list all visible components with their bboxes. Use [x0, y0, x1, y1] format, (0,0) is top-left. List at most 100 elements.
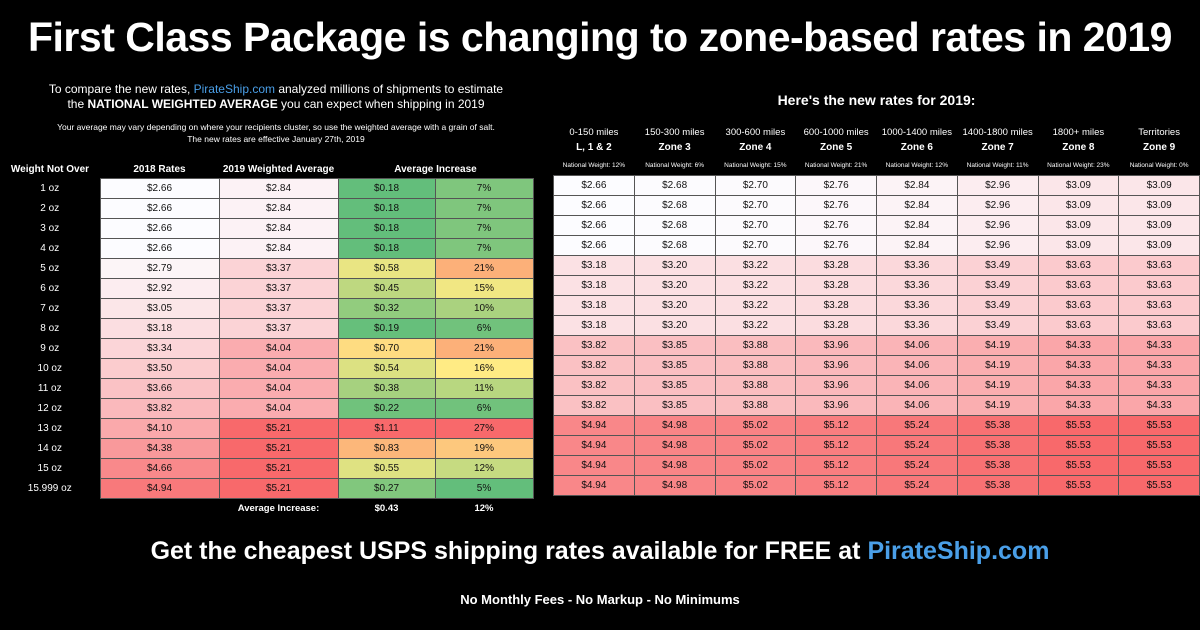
rate-2019-cell: $4.04 — [218, 338, 339, 359]
zone-rate-cell: $3.63 — [1118, 295, 1200, 316]
zone-rate-cell: $3.63 — [1118, 315, 1200, 336]
table-row: 9 oz $3.34 $4.04 $0.70 21% — [0, 338, 534, 359]
zone-rate-cell: $4.94 — [553, 475, 635, 496]
zone-rate-cell: $3.96 — [795, 335, 877, 356]
increase-percent-cell: 7% — [434, 238, 534, 259]
zone-rate-cell: $3.28 — [795, 275, 877, 296]
increase-percent-cell: 11% — [434, 378, 534, 399]
zone-rate-cell: $3.20 — [633, 315, 716, 336]
table-row: $4.94 $4.98 $5.02 $5.12 $5.24 $5.38 $5.53 $5.53 — [553, 435, 1200, 456]
increase-amount-cell: $0.18 — [337, 198, 436, 219]
zone-rate-cell: $2.68 — [633, 235, 716, 256]
increase-amount-cell: $0.58 — [337, 258, 436, 279]
zone-rate-cell: $3.82 — [553, 335, 635, 356]
increase-percent-cell: 19% — [434, 438, 534, 459]
zone-rate-cell: $4.33 — [1118, 355, 1200, 376]
rate-2019-cell: $3.37 — [218, 298, 339, 319]
zone-rate-cell: $2.76 — [795, 235, 877, 256]
zone-rate-cell: $5.53 — [1118, 475, 1200, 496]
rate-2018-cell: $2.66 — [99, 238, 220, 259]
zone-range-label: 0-150 miles — [569, 126, 619, 138]
zone-rate-cell: $3.18 — [553, 295, 635, 316]
table-row: $2.66 $2.68 $2.70 $2.76 $2.84 $2.96 $3.09 $3.09 — [553, 195, 1200, 216]
zone-rate-cell: $3.88 — [714, 355, 797, 376]
zone-rate-cell: $2.68 — [633, 175, 716, 196]
table-row: 13 oz $4.10 $5.21 $1.11 27% — [0, 418, 534, 439]
zone-rate-cell: $3.20 — [633, 275, 716, 296]
pirateship-link[interactable]: PirateShip.com — [193, 82, 275, 96]
cta-link[interactable]: PirateShip.com — [867, 537, 1050, 565]
table-row: $3.82 $3.85 $3.88 $3.96 $4.06 $4.19 $4.33 $4.33 — [553, 335, 1200, 356]
zone-rate-cell: $3.36 — [876, 295, 958, 316]
zone-rate-cell: $3.09 — [1118, 235, 1200, 256]
increase-percent-cell: 15% — [434, 278, 534, 299]
zone-rate-cell: $4.33 — [1037, 375, 1120, 396]
intro-note-2: The new rates are effective January 27th… — [187, 134, 365, 144]
zone-rate-cell: $2.96 — [956, 215, 1039, 236]
zone-rate-cell: $4.33 — [1037, 355, 1120, 376]
zone-rate-cell: $2.76 — [795, 215, 877, 236]
zone-rate-cell: $2.70 — [714, 195, 797, 216]
table-row: 5 oz $2.79 $3.37 $0.58 21% — [0, 258, 534, 279]
zone-rate-cell: $5.12 — [795, 435, 877, 456]
rate-2019-cell: $5.21 — [218, 438, 339, 459]
table-row: $3.18 $3.20 $3.22 $3.28 $3.36 $3.49 $3.63 $3.63 — [553, 315, 1200, 336]
zone-rate-cell: $4.33 — [1118, 335, 1200, 356]
zone-range-label: 1000-1400 miles — [881, 126, 952, 138]
zone-range-row: 0-150 miles 150-300 miles 300-600 miles 600… — [554, 125, 1200, 139]
zone-rate-cell: $2.96 — [956, 195, 1039, 216]
zone-rate-cell: $3.22 — [714, 295, 797, 316]
weight-cell: 8 oz — [40, 323, 60, 334]
zone-rate-cell: $3.18 — [553, 315, 635, 336]
table-row: $2.66 $2.68 $2.70 $2.76 $2.84 $2.96 $3.09 $3.09 — [553, 235, 1200, 256]
zone-rate-cell: $3.63 — [1118, 255, 1200, 276]
increase-percent-cell: 7% — [434, 178, 534, 199]
zone-rate-cell: $4.19 — [956, 395, 1039, 416]
table-row: $4.94 $4.98 $5.02 $5.12 $5.24 $5.38 $5.53 $5.53 — [553, 475, 1200, 496]
zone-name-label: Zone 4 — [739, 141, 772, 153]
weight-cell: 6 oz — [40, 283, 60, 294]
table-row: $4.94 $4.98 $5.02 $5.12 $5.24 $5.38 $5.53 $5.53 — [553, 455, 1200, 476]
weight-cell: 13 oz — [37, 423, 62, 434]
weight-cell: 3 oz — [40, 223, 60, 234]
zone-rate-cell: $5.38 — [956, 415, 1039, 436]
increase-percent-cell: 21% — [434, 258, 534, 279]
zone-rate-cell: $4.33 — [1037, 395, 1120, 416]
zone-rate-cell: $2.96 — [956, 175, 1039, 196]
intro-text: To compare the new rates, PirateShip.com… — [8, 82, 544, 112]
table-row: $3.82 $3.85 $3.88 $3.96 $4.06 $4.19 $4.33 $4.33 — [553, 355, 1200, 376]
header-2018-rates: 2018 Rates — [133, 164, 186, 175]
table-row: 7 oz $3.05 $3.37 $0.32 10% — [0, 298, 534, 319]
zone-rate-cell: $4.33 — [1037, 335, 1120, 356]
rate-2019-cell: $5.21 — [218, 478, 339, 499]
increase-amount-cell: $0.27 — [337, 478, 436, 499]
zone-rate-cell: $3.96 — [795, 395, 877, 416]
zone-rate-cell: $4.19 — [956, 355, 1039, 376]
header-2019-average: 2019 Weighted Average — [222, 164, 335, 175]
zone-weight-label: National Weight: 15% — [724, 161, 787, 169]
zone-weight-label: National Weight: 0% — [1129, 161, 1189, 169]
rate-2019-cell: $4.04 — [218, 398, 339, 419]
zone-rate-cell: $5.24 — [876, 475, 958, 496]
rate-2019-cell: $2.84 — [218, 238, 339, 259]
zone-rate-cell: $2.76 — [795, 195, 877, 216]
increase-amount-cell: $0.70 — [337, 338, 436, 359]
zone-weight-label: National Weight: 23% — [1047, 161, 1110, 169]
zone-name-row: L, 1 & 2 Zone 3 Zone 4 Zone 5 Zone 6 Zone 7 Zo… — [554, 139, 1200, 155]
zone-rate-table: 0-150 miles 150-300 miles 300-600 miles 600… — [553, 125, 1200, 496]
average-percent: 12% — [474, 503, 494, 514]
zone-rate-cell: $3.22 — [714, 275, 797, 296]
zone-weight-label: National Weight: 21% — [804, 161, 868, 169]
zone-rate-cell: $4.98 — [633, 475, 716, 496]
zone-rate-cell: $5.53 — [1037, 435, 1120, 456]
table-row: 1 oz $2.66 $2.84 $0.18 7% — [0, 178, 534, 199]
rate-2018-cell: $2.79 — [99, 258, 220, 279]
increase-amount-cell: $0.55 — [337, 458, 436, 479]
zone-table-heading: Here's the new rates for 2019: — [777, 92, 976, 108]
increase-percent-cell: 7% — [434, 218, 534, 239]
zone-rate-cell: $2.66 — [553, 175, 635, 196]
intro-emphasis: NATIONAL WEIGHTED AVERAGE — [87, 97, 278, 111]
zone-weight-label: National Weight: 12% — [885, 161, 949, 169]
zone-weight-row: National Weight: 12% National Weight: 6% N… — [554, 155, 1200, 176]
rate-2019-cell: $3.37 — [218, 318, 339, 339]
